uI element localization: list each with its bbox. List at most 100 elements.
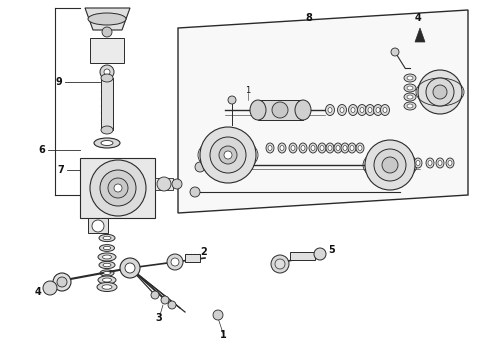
Ellipse shape xyxy=(101,140,113,145)
Ellipse shape xyxy=(438,161,442,166)
Ellipse shape xyxy=(103,271,111,275)
Text: 1: 1 xyxy=(220,330,227,340)
Circle shape xyxy=(172,179,182,189)
Circle shape xyxy=(275,259,285,269)
Ellipse shape xyxy=(280,145,284,150)
Ellipse shape xyxy=(291,145,295,150)
Ellipse shape xyxy=(376,108,380,113)
Ellipse shape xyxy=(101,126,113,134)
Text: 8: 8 xyxy=(305,13,312,23)
Bar xyxy=(80,158,155,218)
Circle shape xyxy=(382,157,398,173)
Ellipse shape xyxy=(336,145,340,150)
Ellipse shape xyxy=(407,86,413,90)
Circle shape xyxy=(271,255,289,273)
Polygon shape xyxy=(178,10,468,213)
Circle shape xyxy=(102,27,112,37)
Ellipse shape xyxy=(309,143,317,153)
Ellipse shape xyxy=(99,261,115,269)
Ellipse shape xyxy=(448,161,452,166)
Ellipse shape xyxy=(103,236,111,240)
Ellipse shape xyxy=(407,76,413,80)
Ellipse shape xyxy=(289,143,297,153)
Circle shape xyxy=(157,177,171,191)
Circle shape xyxy=(104,69,110,75)
Circle shape xyxy=(43,281,57,295)
Bar xyxy=(101,78,113,130)
Circle shape xyxy=(210,137,246,173)
Ellipse shape xyxy=(102,255,112,259)
Circle shape xyxy=(92,220,104,232)
Ellipse shape xyxy=(366,104,374,116)
Circle shape xyxy=(418,70,462,114)
Circle shape xyxy=(272,102,288,118)
Ellipse shape xyxy=(350,145,354,150)
Circle shape xyxy=(171,258,179,266)
Text: 5: 5 xyxy=(328,245,335,255)
Ellipse shape xyxy=(404,74,416,82)
Ellipse shape xyxy=(100,270,114,276)
Ellipse shape xyxy=(338,104,346,116)
Ellipse shape xyxy=(446,158,454,168)
Ellipse shape xyxy=(404,102,416,110)
Circle shape xyxy=(100,65,114,79)
Ellipse shape xyxy=(334,143,342,153)
Polygon shape xyxy=(85,8,130,30)
Ellipse shape xyxy=(268,145,272,150)
Text: 4: 4 xyxy=(415,13,422,23)
Ellipse shape xyxy=(360,108,364,113)
Circle shape xyxy=(391,48,399,56)
Circle shape xyxy=(90,160,146,216)
Ellipse shape xyxy=(94,138,120,148)
Circle shape xyxy=(161,296,169,304)
Ellipse shape xyxy=(358,145,362,150)
Ellipse shape xyxy=(101,74,113,82)
Ellipse shape xyxy=(98,276,116,284)
Ellipse shape xyxy=(436,158,444,168)
Ellipse shape xyxy=(102,278,112,282)
Ellipse shape xyxy=(325,104,335,116)
Ellipse shape xyxy=(250,100,266,120)
Ellipse shape xyxy=(326,143,334,153)
Circle shape xyxy=(120,258,140,278)
Ellipse shape xyxy=(356,143,364,153)
Circle shape xyxy=(167,254,183,270)
Ellipse shape xyxy=(278,143,286,153)
Ellipse shape xyxy=(348,104,358,116)
Ellipse shape xyxy=(348,143,356,153)
Bar xyxy=(185,254,200,262)
Circle shape xyxy=(53,273,71,291)
Bar xyxy=(290,252,315,260)
Text: 9: 9 xyxy=(55,77,62,87)
Ellipse shape xyxy=(98,253,116,261)
Ellipse shape xyxy=(301,145,305,150)
Ellipse shape xyxy=(318,143,326,153)
Circle shape xyxy=(213,310,223,320)
Polygon shape xyxy=(415,28,425,42)
Ellipse shape xyxy=(103,263,111,267)
Ellipse shape xyxy=(266,143,274,153)
Ellipse shape xyxy=(373,104,383,116)
Ellipse shape xyxy=(407,104,413,108)
Ellipse shape xyxy=(99,234,115,242)
Ellipse shape xyxy=(97,283,117,292)
Text: 2: 2 xyxy=(200,247,207,257)
Ellipse shape xyxy=(358,104,367,116)
Circle shape xyxy=(108,178,128,198)
Text: 7: 7 xyxy=(57,165,64,175)
Ellipse shape xyxy=(404,84,416,92)
Circle shape xyxy=(314,248,326,260)
Text: 6: 6 xyxy=(38,145,45,155)
Ellipse shape xyxy=(368,108,372,113)
Ellipse shape xyxy=(404,93,416,101)
Text: 4: 4 xyxy=(35,287,42,297)
Ellipse shape xyxy=(88,13,126,25)
Circle shape xyxy=(224,151,232,159)
Circle shape xyxy=(125,263,135,273)
Ellipse shape xyxy=(351,108,355,113)
Ellipse shape xyxy=(295,100,311,120)
Ellipse shape xyxy=(102,285,112,289)
Ellipse shape xyxy=(103,246,111,249)
Circle shape xyxy=(151,291,159,299)
Ellipse shape xyxy=(343,145,347,150)
